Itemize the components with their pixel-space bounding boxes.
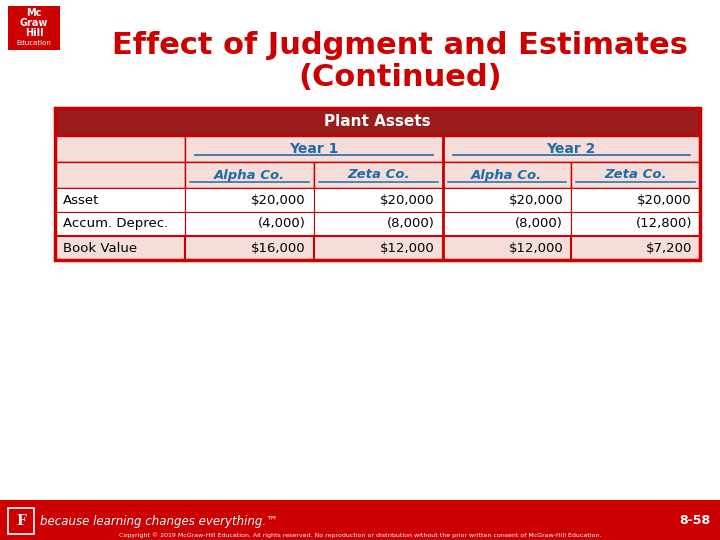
Text: (12,800): (12,800) — [636, 218, 692, 231]
Bar — [8, 6, 60, 50]
Bar — [8, 508, 34, 534]
Bar — [55, 188, 185, 212]
Bar — [185, 212, 314, 236]
Text: Copyright © 2019 McGraw-Hill Education. All rights reserved. No reproduction or : Copyright © 2019 McGraw-Hill Education. … — [119, 532, 601, 538]
Bar — [185, 236, 314, 260]
Text: $7,200: $7,200 — [646, 241, 692, 254]
Text: (8,000): (8,000) — [516, 218, 563, 231]
Text: $20,000: $20,000 — [251, 193, 306, 206]
Bar — [8, 508, 34, 534]
Bar — [55, 212, 185, 236]
Bar — [443, 236, 571, 260]
Text: Graw: Graw — [20, 18, 48, 28]
Text: F: F — [16, 514, 26, 528]
Bar — [314, 188, 443, 212]
Text: Accum. Deprec.: Accum. Deprec. — [63, 218, 168, 231]
Bar — [55, 162, 185, 188]
Bar — [55, 108, 700, 136]
Bar — [314, 162, 443, 188]
Bar — [443, 136, 700, 162]
Bar — [571, 188, 700, 212]
Bar — [0, 500, 720, 540]
Text: Zeta Co.: Zeta Co. — [347, 168, 410, 181]
Text: Year 1: Year 1 — [289, 142, 338, 156]
Bar — [55, 136, 185, 162]
Bar — [55, 108, 700, 260]
Text: Asset: Asset — [63, 193, 99, 206]
Text: $20,000: $20,000 — [380, 193, 434, 206]
Text: (4,000): (4,000) — [258, 218, 306, 231]
Bar — [571, 162, 700, 188]
Text: (8,000): (8,000) — [387, 218, 434, 231]
Text: $12,000: $12,000 — [379, 241, 434, 254]
Bar — [443, 162, 571, 188]
Text: Effect of Judgment and Estimates: Effect of Judgment and Estimates — [112, 31, 688, 60]
Text: $12,000: $12,000 — [508, 241, 563, 254]
Bar — [571, 236, 700, 260]
Bar — [185, 188, 314, 212]
Text: Hill: Hill — [24, 28, 43, 38]
Text: 8-58: 8-58 — [679, 515, 710, 528]
Bar — [443, 212, 571, 236]
Bar — [443, 188, 571, 212]
Bar — [185, 136, 443, 162]
Text: (Continued): (Continued) — [298, 64, 502, 92]
Text: Book Value: Book Value — [63, 241, 137, 254]
Text: Plant Assets: Plant Assets — [324, 114, 431, 130]
Text: Education: Education — [17, 40, 51, 46]
Bar — [571, 212, 700, 236]
Text: Zeta Co.: Zeta Co. — [604, 168, 667, 181]
Text: $16,000: $16,000 — [251, 241, 306, 254]
Bar — [314, 236, 443, 260]
Bar — [55, 236, 185, 260]
Text: $20,000: $20,000 — [508, 193, 563, 206]
Text: Alpha Co.: Alpha Co. — [472, 168, 542, 181]
Text: Mc: Mc — [27, 8, 42, 18]
Bar — [185, 162, 314, 188]
Text: Alpha Co.: Alpha Co. — [214, 168, 285, 181]
Text: Year 2: Year 2 — [546, 142, 596, 156]
Text: $20,000: $20,000 — [637, 193, 692, 206]
Text: because learning changes everything.™: because learning changes everything.™ — [40, 515, 278, 528]
Bar — [314, 212, 443, 236]
